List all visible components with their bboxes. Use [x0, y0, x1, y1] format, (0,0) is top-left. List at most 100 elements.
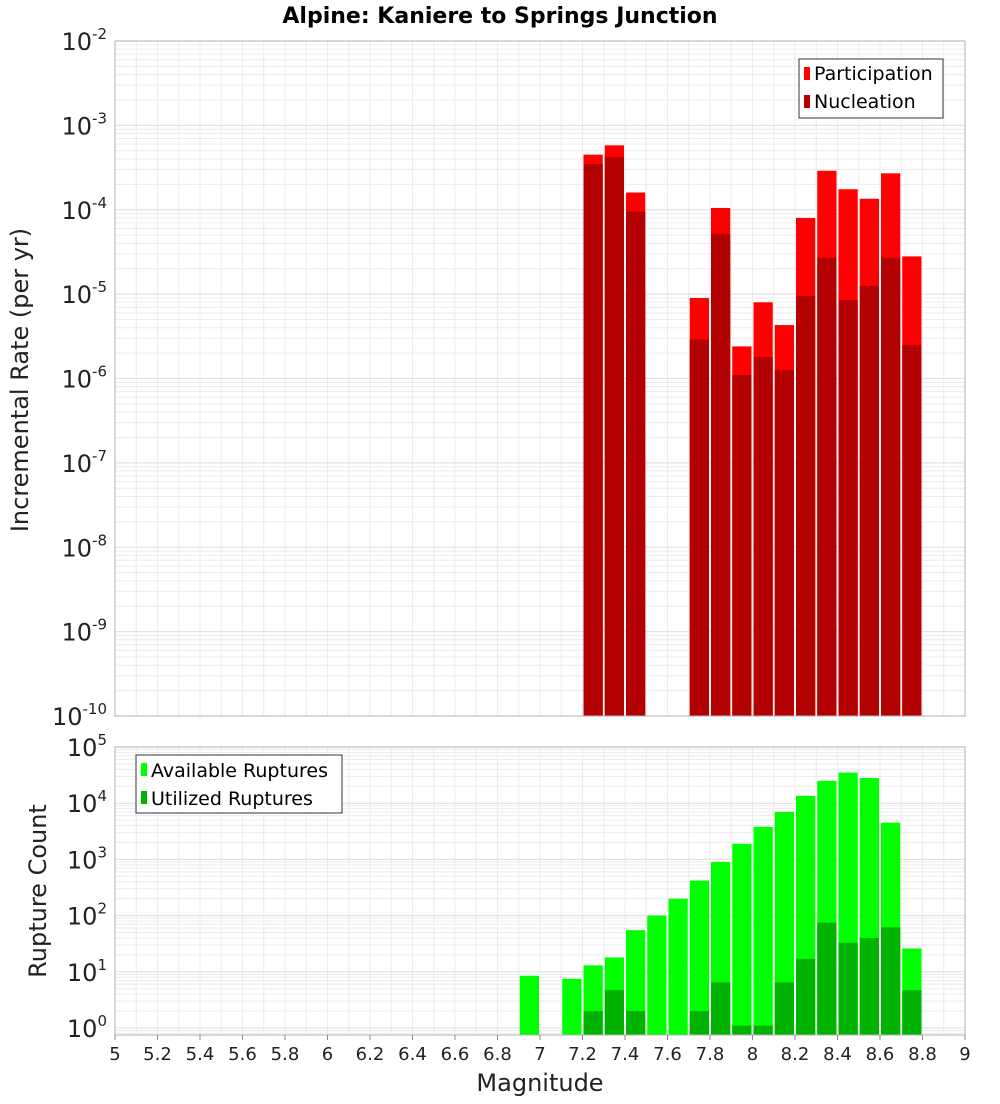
- rate-panel: 10-10 10-9 10-8 10-7 10-6 10-5 10-4 10-3 10-2 In…: [6, 25, 966, 731]
- rate-y-axis-label: Incremental Rate (per yr): [6, 228, 34, 532]
- x-tick-label: 5.2: [143, 1044, 172, 1065]
- count-bar-available-ruptures: [626, 930, 646, 1035]
- count-grid: [115, 747, 965, 1035]
- rate-bar-nucleation: [626, 211, 646, 716]
- x-tick-label: 7.4: [611, 1044, 640, 1065]
- rate-bar-nucleation: [774, 370, 794, 716]
- x-tick-label: 6.2: [356, 1044, 385, 1065]
- count-bar-utilized-ruptures: [626, 1011, 646, 1035]
- rate-y-tick-label: 10-8: [61, 531, 107, 562]
- count-legend-box: [135, 754, 343, 814]
- rate-y-tick-label: 10-5: [61, 278, 107, 309]
- count-bar-available-ruptures: [753, 826, 773, 1035]
- x-tick-label: 6.8: [483, 1044, 512, 1065]
- count-bar-utilized-ruptures: [604, 990, 624, 1035]
- x-tick-label: 6: [322, 1044, 333, 1065]
- rate-bar-nucleation: [753, 356, 773, 716]
- rate-bar-nucleation: [796, 296, 816, 716]
- available-legend-label: Available Ruptures: [151, 760, 328, 782]
- count-bar-utilized-ruptures: [753, 1025, 773, 1035]
- x-tick-label: 5: [109, 1044, 120, 1065]
- count-bar-available-ruptures: [519, 975, 539, 1035]
- rate-bar-nucleation: [881, 257, 901, 716]
- rate-bar-nucleation: [689, 339, 709, 716]
- rate-y-ticks: 10-10 10-9 10-8 10-7 10-6 10-5 10-4 10-3 10-2: [52, 25, 107, 731]
- count-bar-available-ruptures: [562, 978, 582, 1035]
- count-bar-utilized-ruptures: [689, 1011, 709, 1035]
- x-tick-label: 5.6: [228, 1044, 257, 1065]
- count-y-ticks: 100 101 102 103 104 105: [67, 731, 107, 1043]
- count-bars: [519, 772, 922, 1035]
- rate-y-tick-label: 10-6: [61, 363, 107, 394]
- count-bar-utilized-ruptures: [711, 982, 731, 1035]
- rate-bar-nucleation: [838, 300, 858, 716]
- count-y-tick-label: 105: [67, 731, 107, 762]
- utilized-legend-label: Utilized Ruptures: [151, 788, 313, 810]
- rate-y-tick-label: 10-4: [61, 194, 107, 225]
- x-tick-label: 7.6: [653, 1044, 682, 1065]
- count-y-axis-label: Rupture Count: [24, 804, 52, 978]
- count-legend: Available Ruptures Utilized Ruptures: [135, 754, 343, 814]
- count-y-tick-label: 101: [67, 956, 107, 987]
- x-tick-label: 5.4: [186, 1044, 215, 1065]
- rate-bar-nucleation: [711, 233, 731, 716]
- count-y-tick-label: 102: [67, 900, 107, 931]
- x-tick-label: 8: [747, 1044, 758, 1065]
- x-tick-label: 8.4: [823, 1044, 852, 1065]
- x-axis-label: Magnitude: [476, 1069, 603, 1097]
- count-bar-utilized-ruptures: [902, 990, 922, 1035]
- rate-bars: [583, 145, 922, 717]
- x-tick-label: 6.6: [441, 1044, 470, 1065]
- rate-legend: Participation Nucleation: [798, 58, 944, 119]
- rate-bar-nucleation: [583, 163, 603, 717]
- utilized-legend-swatch: [141, 791, 147, 804]
- count-bar-utilized-ruptures: [859, 937, 879, 1035]
- x-tick-label: 8.2: [781, 1044, 810, 1065]
- rate-grid: [115, 41, 965, 717]
- x-tick-label: 8.6: [866, 1044, 895, 1065]
- rate-y-tick-label: 10-10: [52, 700, 107, 731]
- x-ticks: 5 5.2 5.4 5.6 5.8 6 6.2 6.4 6.6 6.8 7 7.2 7.4 7.6 7.8 8…: [109, 1035, 971, 1065]
- x-tick-label: 5.8: [271, 1044, 300, 1065]
- nucleation-legend-label: Nucleation: [814, 91, 916, 113]
- count-bar-utilized-ruptures: [796, 958, 816, 1035]
- rate-bar-nucleation: [859, 285, 879, 716]
- rate-bar-nucleation: [732, 375, 752, 716]
- rate-bar-nucleation: [604, 157, 624, 717]
- count-y-tick-label: 103: [67, 843, 107, 874]
- x-tick-label: 6.4: [398, 1044, 427, 1065]
- count-bar-utilized-ruptures: [774, 982, 794, 1035]
- nucleation-legend-swatch: [804, 95, 810, 108]
- participation-legend-label: Participation: [814, 63, 933, 85]
- x-tick-label: 7: [534, 1044, 545, 1065]
- count-bar-utilized-ruptures: [732, 1025, 752, 1035]
- count-bar-available-ruptures: [732, 843, 752, 1035]
- rate-y-tick-label: 10-7: [61, 447, 107, 478]
- count-y-tick-label: 104: [67, 787, 107, 818]
- count-bar-available-ruptures: [647, 915, 667, 1035]
- rate-plot-frame: [114, 40, 966, 717]
- count-bar-utilized-ruptures: [881, 927, 901, 1035]
- rate-y-tick-label: 10-9: [61, 616, 107, 647]
- count-bar-available-ruptures: [689, 880, 709, 1035]
- count-panel: 100 101 102 103 104 105 5 5.2 5.4 5.6 5.8 6 6.2 6.4 6…: [24, 731, 971, 1097]
- x-tick-label: 8.8: [908, 1044, 937, 1065]
- x-tick-label: 7.8: [696, 1044, 725, 1065]
- rate-legend-box: [798, 58, 944, 119]
- rate-bar-nucleation: [902, 344, 922, 716]
- rate-bar-nucleation: [817, 257, 837, 716]
- x-tick-label: 7.2: [568, 1044, 597, 1065]
- chart-title: Alpine: Kaniere to Springs Junction: [282, 4, 717, 29]
- count-bar-utilized-ruptures: [583, 1011, 603, 1035]
- count-y-tick-label: 100: [67, 1012, 107, 1043]
- rate-y-tick-label: 10-3: [61, 109, 107, 140]
- count-bar-available-ruptures: [774, 811, 794, 1035]
- count-bar-available-ruptures: [668, 898, 688, 1035]
- count-bar-utilized-ruptures: [817, 922, 837, 1035]
- available-legend-swatch: [141, 763, 147, 776]
- participation-legend-swatch: [804, 67, 810, 80]
- count-bar-utilized-ruptures: [838, 942, 858, 1035]
- rate-y-tick-label: 10-2: [61, 25, 107, 56]
